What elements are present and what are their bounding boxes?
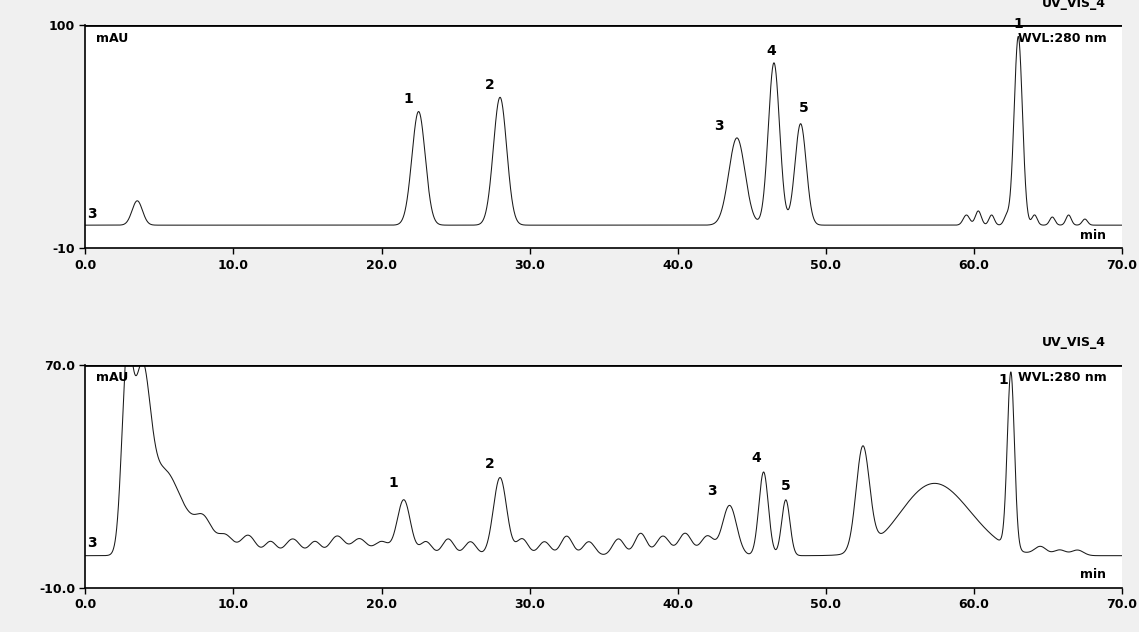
Text: 1: 1	[403, 92, 413, 106]
Text: 5: 5	[781, 479, 790, 493]
Text: mAU: mAU	[96, 32, 128, 45]
Text: 3: 3	[707, 485, 716, 499]
Text: 3: 3	[88, 536, 97, 550]
Text: UV_VIS_4: UV_VIS_4	[1042, 0, 1106, 9]
Text: 3: 3	[88, 207, 97, 221]
Text: WVL:280 nm: WVL:280 nm	[1017, 32, 1106, 45]
Text: 1: 1	[1014, 17, 1023, 32]
Text: 1: 1	[388, 476, 399, 490]
Text: 2: 2	[485, 456, 494, 471]
Text: 5: 5	[798, 100, 809, 114]
Text: 4: 4	[767, 44, 776, 58]
Text: WVL:280 nm: WVL:280 nm	[1017, 371, 1106, 384]
Text: 3: 3	[714, 119, 724, 133]
Text: 1: 1	[999, 373, 1008, 387]
Text: min: min	[1081, 568, 1106, 581]
Text: 4: 4	[752, 451, 761, 465]
Text: min: min	[1081, 229, 1106, 242]
Text: mAU: mAU	[96, 371, 128, 384]
Text: UV_VIS_4: UV_VIS_4	[1042, 336, 1106, 349]
Text: 2: 2	[485, 78, 494, 92]
